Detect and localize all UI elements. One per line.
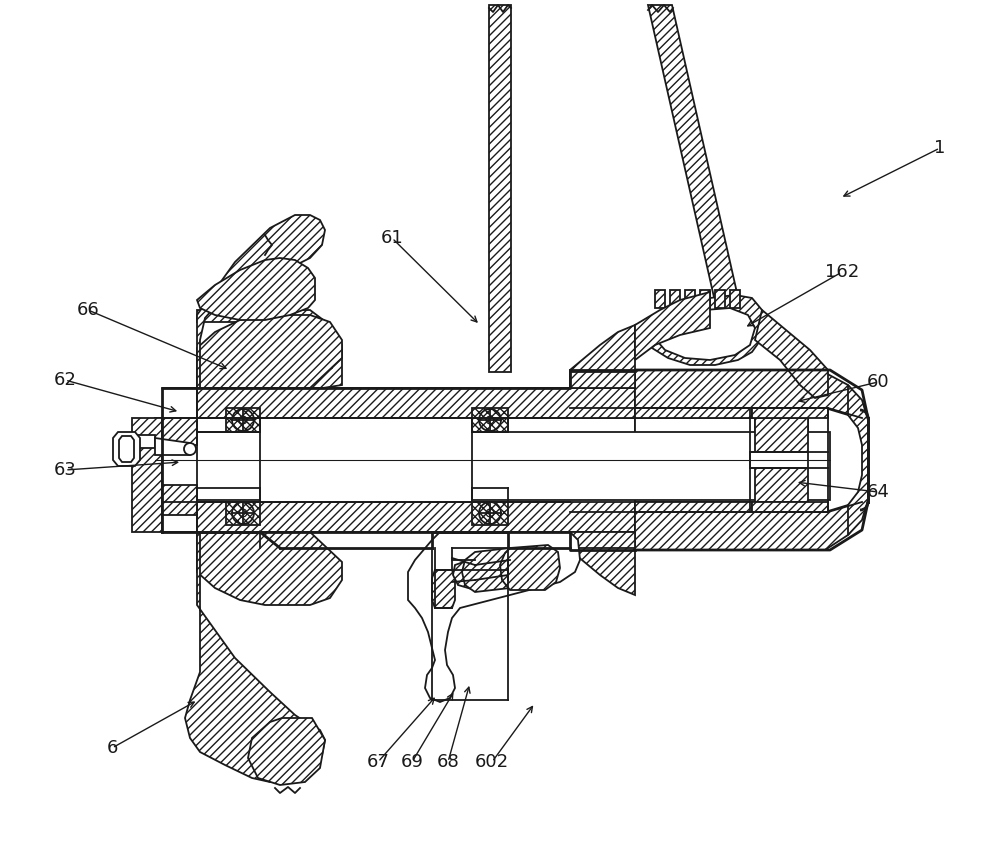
Text: 69: 69 (401, 753, 423, 771)
Polygon shape (635, 418, 755, 502)
Text: 66: 66 (77, 301, 99, 319)
Polygon shape (635, 292, 710, 360)
Polygon shape (655, 308, 755, 360)
Polygon shape (570, 325, 635, 372)
Text: 162: 162 (825, 263, 859, 281)
Polygon shape (635, 370, 752, 418)
Polygon shape (755, 310, 828, 398)
Text: 61: 61 (381, 229, 403, 247)
Polygon shape (655, 290, 665, 308)
Polygon shape (197, 502, 750, 542)
Text: 62: 62 (54, 371, 76, 389)
Polygon shape (570, 532, 635, 550)
Polygon shape (119, 436, 134, 462)
Polygon shape (715, 290, 725, 308)
Text: 6: 6 (106, 739, 118, 757)
Polygon shape (752, 502, 828, 512)
Polygon shape (248, 718, 325, 785)
Polygon shape (635, 502, 752, 548)
Polygon shape (472, 408, 508, 432)
Polygon shape (197, 258, 315, 320)
Polygon shape (570, 548, 635, 595)
Text: 67: 67 (367, 753, 389, 771)
Polygon shape (113, 432, 140, 466)
Polygon shape (848, 385, 868, 535)
Polygon shape (197, 310, 342, 390)
Polygon shape (700, 290, 710, 308)
Polygon shape (155, 418, 197, 445)
Polygon shape (570, 370, 635, 388)
Polygon shape (260, 418, 472, 502)
Polygon shape (489, 5, 511, 372)
Polygon shape (132, 435, 155, 448)
Polygon shape (685, 290, 695, 308)
Polygon shape (635, 502, 862, 550)
Text: 1: 1 (934, 139, 946, 157)
Polygon shape (155, 438, 190, 455)
Text: 60: 60 (867, 373, 889, 391)
Text: 64: 64 (867, 483, 889, 501)
Polygon shape (635, 370, 862, 418)
Polygon shape (752, 408, 828, 418)
Polygon shape (162, 532, 325, 782)
Polygon shape (635, 418, 808, 502)
Polygon shape (755, 418, 808, 452)
Polygon shape (635, 295, 762, 365)
Polygon shape (432, 570, 455, 608)
Text: 602: 602 (475, 753, 509, 771)
Polygon shape (162, 315, 342, 388)
Polygon shape (635, 408, 752, 418)
Polygon shape (635, 502, 752, 512)
Polygon shape (155, 432, 830, 500)
Polygon shape (462, 548, 525, 592)
Polygon shape (197, 502, 635, 532)
Polygon shape (730, 290, 740, 308)
Polygon shape (635, 408, 812, 502)
Polygon shape (750, 452, 808, 468)
Polygon shape (408, 532, 580, 702)
Polygon shape (155, 485, 197, 515)
Polygon shape (670, 290, 680, 308)
Polygon shape (472, 502, 508, 525)
Polygon shape (132, 418, 162, 532)
Polygon shape (755, 468, 808, 502)
Polygon shape (453, 558, 495, 590)
Polygon shape (500, 545, 560, 590)
Text: 68: 68 (437, 753, 459, 771)
Text: 63: 63 (54, 461, 76, 479)
Polygon shape (162, 532, 342, 605)
Polygon shape (197, 372, 750, 418)
Circle shape (184, 443, 196, 455)
Polygon shape (648, 5, 742, 315)
Polygon shape (162, 215, 325, 388)
Polygon shape (197, 388, 635, 418)
Polygon shape (226, 408, 260, 432)
Polygon shape (226, 502, 260, 525)
